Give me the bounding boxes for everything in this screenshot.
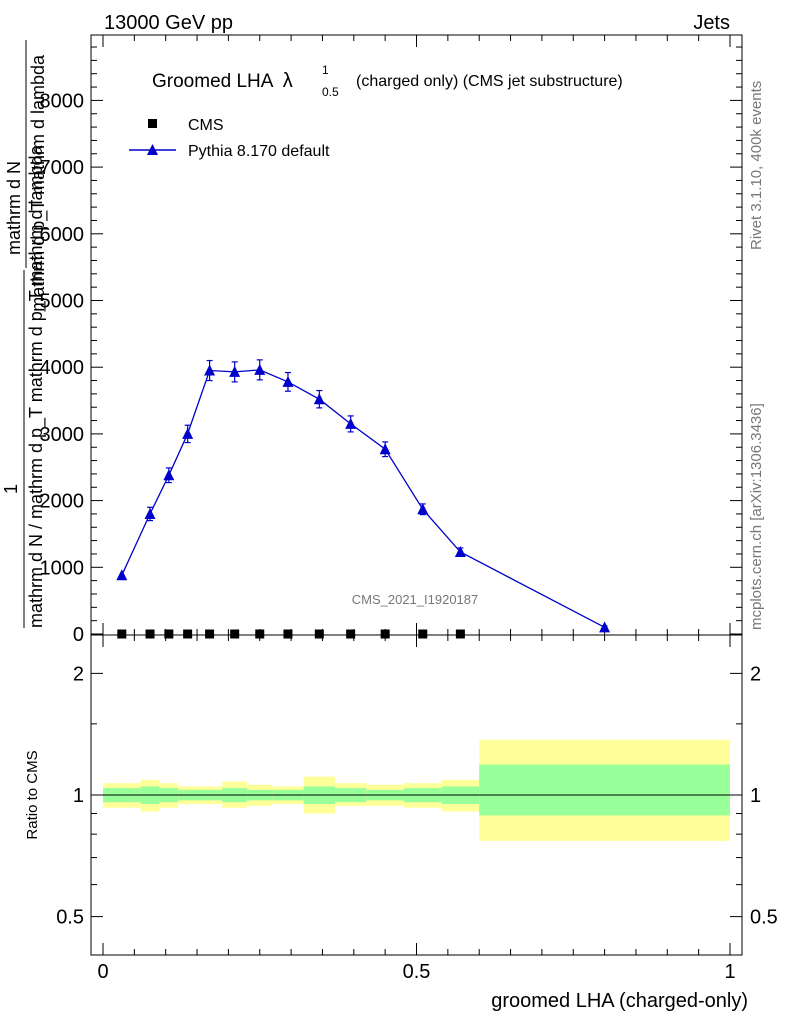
- ratio-y-tick-label-left: 0.5: [56, 907, 84, 929]
- ratio-x-axis: 0 0.5 1: [97, 635, 736, 983]
- analysis-tag: CMS_2021_I1920187: [352, 592, 479, 607]
- legend-label-cms: CMS: [188, 117, 224, 134]
- cms-data-point: [380, 629, 390, 639]
- plot-title: Groomed LHA λ 1 0.5 (charged only) (CMS …: [152, 63, 623, 99]
- cms-data-point: [183, 629, 193, 639]
- pythia-data-point: [417, 503, 429, 515]
- title-text: Groomed LHA: [152, 71, 274, 92]
- title-lambda-symbol: λ: [283, 70, 293, 92]
- legend: CMS Pythia 8.170 default: [129, 117, 330, 160]
- main-y-tick-label: 4000: [40, 357, 85, 379]
- title-superscript: 1: [322, 63, 329, 77]
- rivet-label: Rivet 3.1.10, 400k events: [748, 81, 765, 250]
- title-subscript: 0.5: [322, 85, 339, 99]
- ratio-bands: [103, 739, 730, 841]
- pythia-data-point: [379, 443, 391, 455]
- main-y-tick-label: 7000: [40, 157, 85, 179]
- cms-data-point: [205, 629, 215, 639]
- main-y-axis-label: mathrm d N mathrm d p_T mathrm d lambda …: [1, 40, 49, 628]
- pythia-data-point: [204, 364, 216, 376]
- cms-data-point: [145, 629, 155, 639]
- ratio-panel: 0.5 0.51 12 2 0 0.5 1 Ratio to CMS groomed LH…: [24, 634, 778, 1012]
- ratio-y-tick-label-left: 2: [73, 663, 84, 685]
- pythia-data-point: [163, 469, 175, 481]
- process-label: Jets: [693, 12, 730, 34]
- main-y-tick-label: 8000: [40, 90, 85, 112]
- cms-data-point: [117, 629, 127, 639]
- ratio-y-tick-label-right: 2: [750, 663, 761, 685]
- mcplots-label: mcplots.cern.ch [arXiv:1306.3436]: [748, 403, 765, 630]
- cms-data-point: [346, 629, 356, 639]
- cms-data-point: [314, 629, 324, 639]
- pythia-data-point: [116, 569, 128, 581]
- legend-label-pythia: Pythia 8.170 default: [188, 143, 330, 160]
- pythia-data-point: [345, 417, 357, 429]
- main-y-tick-label: 0: [73, 624, 84, 646]
- y-label-denominator-part: mathrm d p_T mathrm d lambda: [28, 54, 49, 312]
- pythia-data-point: [254, 363, 266, 375]
- ratio-y-tick-label-left: 1: [73, 785, 84, 807]
- y-label-denominator: mathrm d N / mathrm d p_T mathrm d p_T m…: [26, 145, 47, 628]
- ratio-inner-band: [479, 764, 730, 816]
- main-y-tick-label: 5000: [40, 291, 85, 313]
- ratio-y-tick-label-right: 0.5: [750, 907, 778, 929]
- energy-label: 13000 GeV pp: [104, 12, 233, 34]
- svg-text:Groomed LHA λ: Groomed LHA λ: [152, 70, 293, 92]
- pythia-data-point: [282, 375, 294, 387]
- pythia-data-point: [313, 393, 325, 405]
- cms-data-point: [418, 629, 428, 639]
- pythia-data-point: [454, 545, 466, 557]
- ratio-x-tick-label: 0: [97, 961, 108, 983]
- cms-data-point: [255, 629, 265, 639]
- ratio-x-tick-label: 0.5: [403, 961, 431, 983]
- main-y-tick-label: 3000: [40, 424, 85, 446]
- legend-marker-pythia: [147, 144, 158, 155]
- x-axis-label: groomed LHA (charged-only): [491, 990, 748, 1012]
- cms-data-point: [455, 629, 465, 639]
- cms-data-point: [230, 629, 240, 639]
- y-label-one: 1: [1, 484, 21, 494]
- main-panel: 0 1000 2000 3000 4000 5000 6000 7000 8000 Groome…: [40, 34, 743, 646]
- main-y-axis: 0 1000 2000 3000 4000 5000 6000 7000 8000: [40, 46, 742, 646]
- ratio-y-axis-label: Ratio to CMS: [24, 750, 41, 839]
- main-series: [116, 359, 611, 639]
- ratio-y-tick-label-right: 1: [750, 785, 761, 807]
- pythia-data-point: [599, 621, 611, 633]
- pythia-series-line: [121, 369, 605, 628]
- pythia-data-point: [144, 507, 156, 519]
- cms-data-point: [283, 629, 293, 639]
- main-y-tick-label: 1000: [40, 557, 85, 579]
- y-label-numerator-part: mathrm d N: [4, 161, 24, 255]
- main-y-tick-label: 6000: [40, 224, 85, 246]
- pythia-data-point: [229, 365, 241, 377]
- cms-data-point: [164, 629, 174, 639]
- title-suffix: (charged only) (CMS jet substructure): [356, 73, 623, 90]
- legend-marker-cms: [148, 119, 157, 128]
- main-y-tick-label: 2000: [40, 491, 85, 513]
- ratio-x-tick-label: 1: [724, 961, 735, 983]
- ratio-y-axis: 0.5 0.5 1 1 2 2: [56, 663, 778, 928]
- pythia-data-point: [182, 427, 194, 439]
